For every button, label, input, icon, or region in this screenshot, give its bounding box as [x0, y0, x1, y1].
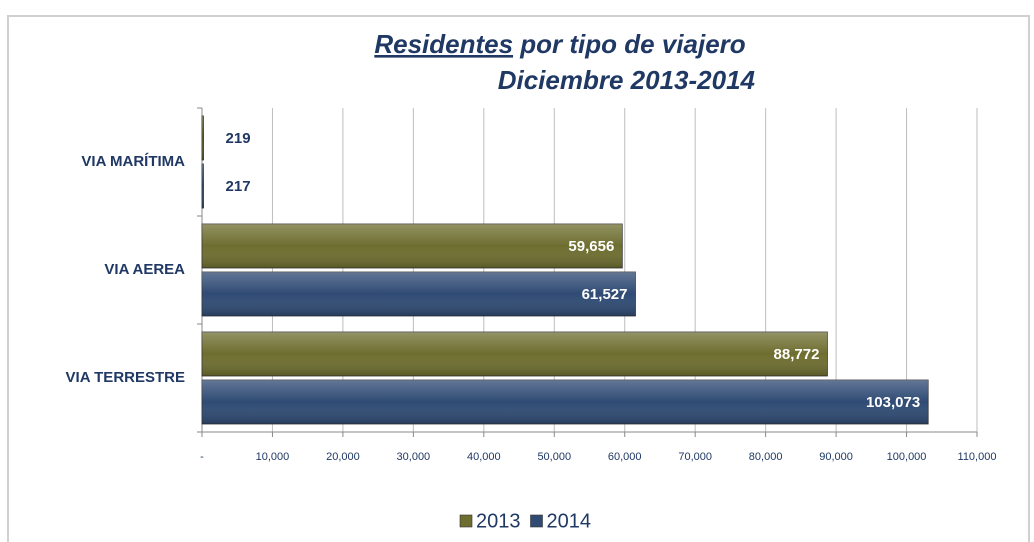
x-tick-label: 90,000: [819, 451, 853, 463]
bar-shine: [202, 164, 204, 208]
chart-subtitle: Diciembre 2013-2014: [498, 65, 756, 95]
title-rest: por tipo de viajero: [519, 29, 745, 59]
x-tick-label: 60,000: [608, 451, 642, 463]
x-tick-label: 70,000: [678, 451, 712, 463]
legend-swatch: [459, 514, 473, 528]
value-label: 217: [226, 178, 251, 195]
value-label: 61,527: [582, 286, 628, 303]
legend-label: 2014: [547, 510, 592, 532]
value-label: 59,656: [568, 238, 614, 255]
legend-swatch: [530, 514, 543, 528]
value-label: 219: [226, 130, 251, 147]
x-tick-label: 30,000: [397, 451, 431, 463]
x-tick-label: 80,000: [749, 451, 783, 463]
y-tick-label: VIA AEREA: [104, 261, 185, 278]
bar-shine: [202, 116, 204, 160]
value-label: 88,772: [774, 346, 820, 363]
y-tick-label: VIA MARÍTIMA: [81, 153, 185, 170]
x-tick-label: 50,000: [537, 451, 571, 463]
x-tick-label: -: [200, 451, 204, 463]
bar-shine: [202, 332, 828, 376]
x-tick-label: 40,000: [467, 451, 501, 463]
x-tick-label: 100,000: [887, 451, 927, 463]
value-label: 103,073: [866, 394, 920, 411]
legend-label: 2013: [476, 510, 521, 532]
x-tick-label: 20,000: [326, 451, 360, 463]
y-tick-label: VIA TERRESTRE: [66, 369, 185, 386]
bar-shine: [202, 224, 623, 268]
frame: [7, 15, 1030, 542]
bar-shine: [202, 272, 636, 316]
x-tick-label: 10,000: [256, 451, 290, 463]
chart-title: Residentes por tipo de viajero: [374, 29, 745, 59]
bar-shine: [202, 380, 929, 424]
title-emphasis: Residentes: [374, 29, 513, 59]
x-tick-label: 110,000: [958, 451, 997, 463]
